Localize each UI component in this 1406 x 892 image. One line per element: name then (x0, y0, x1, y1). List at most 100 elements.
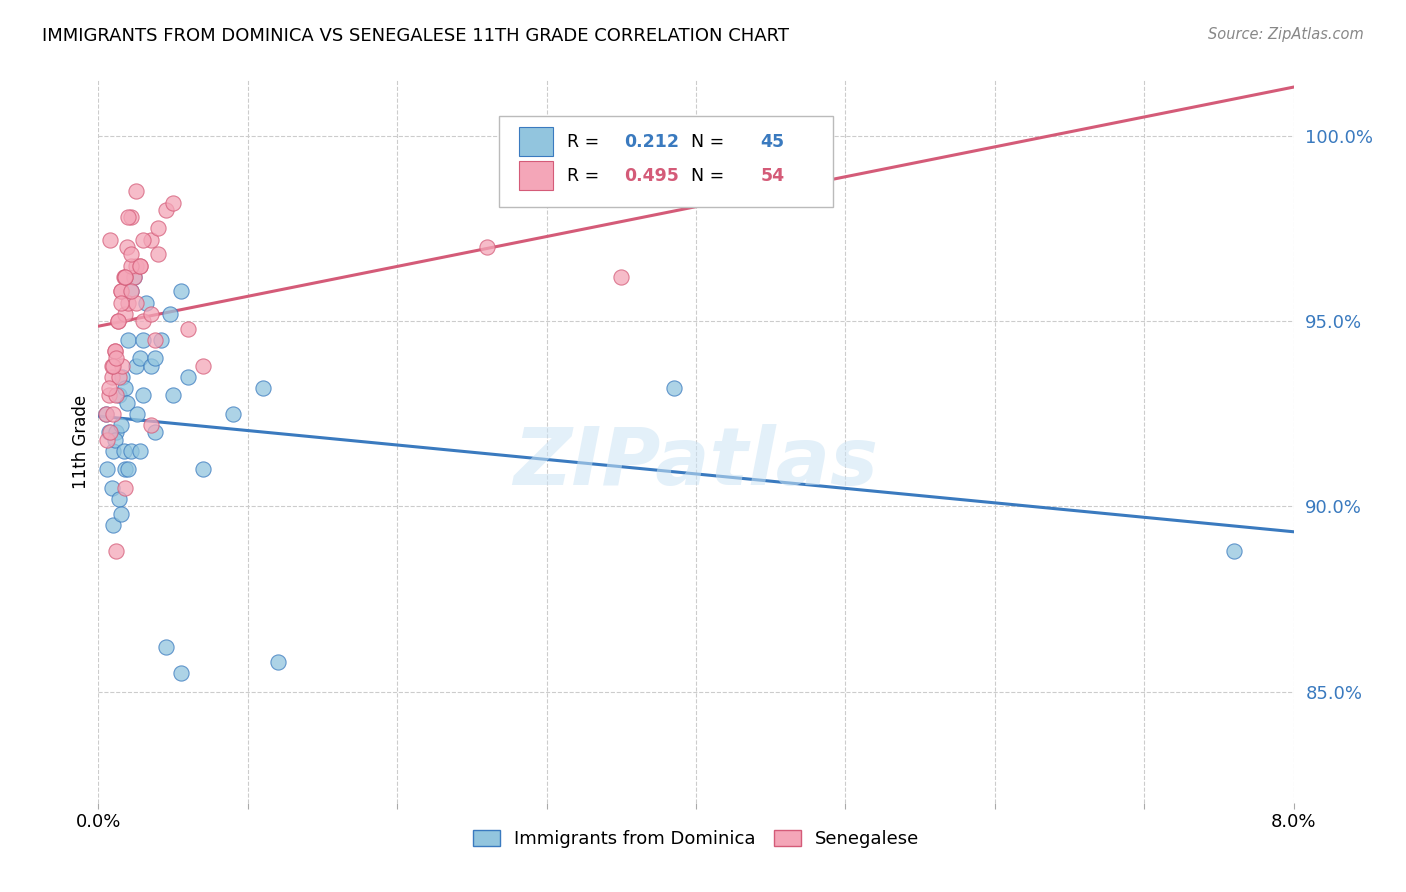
Bar (519, 128, 553, 156)
Legend: Immigrants from Dominica, Senegalese: Immigrants from Dominica, Senegalese (472, 830, 920, 848)
Point (129, 351, 152, 366)
Point (115, 240, 138, 254)
Point (662, 381, 685, 395)
Point (191, 359, 214, 373)
Point (139, 417, 162, 432)
Point (98, 425, 122, 440)
Point (103, 443, 125, 458)
Text: Source: ZipAtlas.com: Source: ZipAtlas.com (1208, 27, 1364, 42)
Point (120, 247, 142, 261)
Point (252, 381, 274, 395)
Point (132, 388, 155, 402)
Point (105, 351, 128, 366)
Point (101, 369, 124, 384)
Text: R =: R = (567, 133, 605, 151)
Point (139, 307, 162, 321)
Point (103, 517, 125, 532)
Point (124, 269, 146, 284)
Point (143, 351, 166, 366)
Point (114, 269, 136, 284)
Point (132, 233, 155, 247)
Point (103, 359, 125, 373)
Point (94, 407, 117, 421)
Text: 45: 45 (761, 133, 785, 151)
Point (107, 314, 129, 328)
Point (150, 333, 173, 347)
Point (97, 381, 120, 395)
Point (114, 307, 136, 321)
Text: 54: 54 (761, 167, 785, 185)
Point (120, 285, 142, 299)
Point (110, 285, 132, 299)
Point (267, 655, 290, 669)
Point (169, 666, 191, 681)
Point (96, 433, 118, 447)
Point (475, 240, 498, 254)
Point (132, 333, 155, 347)
Point (110, 507, 132, 521)
Point (114, 481, 136, 495)
Point (114, 462, 136, 476)
Point (120, 443, 142, 458)
Point (110, 295, 132, 310)
Point (162, 195, 184, 210)
Point (125, 295, 148, 310)
Point (143, 425, 166, 440)
Point (117, 211, 139, 225)
Point (129, 259, 152, 273)
Point (132, 314, 155, 328)
Point (94, 407, 117, 421)
Point (108, 491, 131, 506)
Point (162, 388, 184, 402)
FancyBboxPatch shape (499, 117, 834, 207)
Y-axis label: 11th Grade: 11th Grade (72, 394, 90, 489)
Point (177, 321, 200, 335)
Point (1223, 544, 1246, 558)
Point (148, 221, 170, 235)
Point (120, 259, 142, 273)
Point (110, 285, 132, 299)
Text: N =: N = (681, 167, 730, 185)
Point (96, 462, 118, 476)
Point (117, 333, 139, 347)
Text: 0.212: 0.212 (624, 133, 679, 151)
Point (105, 544, 128, 558)
Point (98, 233, 122, 247)
Text: R =: R = (567, 167, 605, 185)
Point (120, 285, 142, 299)
Point (148, 247, 170, 261)
Point (114, 269, 136, 284)
Point (127, 407, 149, 421)
Point (610, 269, 633, 284)
Point (125, 259, 148, 273)
Point (105, 388, 128, 402)
Point (117, 462, 139, 476)
Point (120, 211, 142, 225)
Point (104, 343, 127, 358)
Point (159, 307, 181, 321)
Point (155, 202, 177, 217)
Point (139, 233, 162, 247)
Point (108, 369, 131, 384)
Point (110, 417, 132, 432)
Point (112, 269, 135, 284)
Point (97, 388, 120, 402)
Point (108, 388, 131, 402)
Point (124, 269, 146, 284)
Point (143, 333, 166, 347)
Point (125, 359, 148, 373)
Point (112, 443, 135, 458)
Point (111, 359, 134, 373)
Point (139, 359, 162, 373)
Point (104, 343, 127, 358)
Text: IMMIGRANTS FROM DOMINICA VS SENEGALESE 11TH GRADE CORRELATION CHART: IMMIGRANTS FROM DOMINICA VS SENEGALESE 1… (42, 27, 789, 45)
Point (111, 369, 134, 384)
Point (155, 640, 177, 655)
Point (191, 462, 214, 476)
Point (97, 425, 120, 440)
Point (104, 433, 127, 447)
Point (114, 381, 136, 395)
Point (115, 395, 138, 409)
Point (103, 407, 125, 421)
Point (117, 295, 139, 310)
